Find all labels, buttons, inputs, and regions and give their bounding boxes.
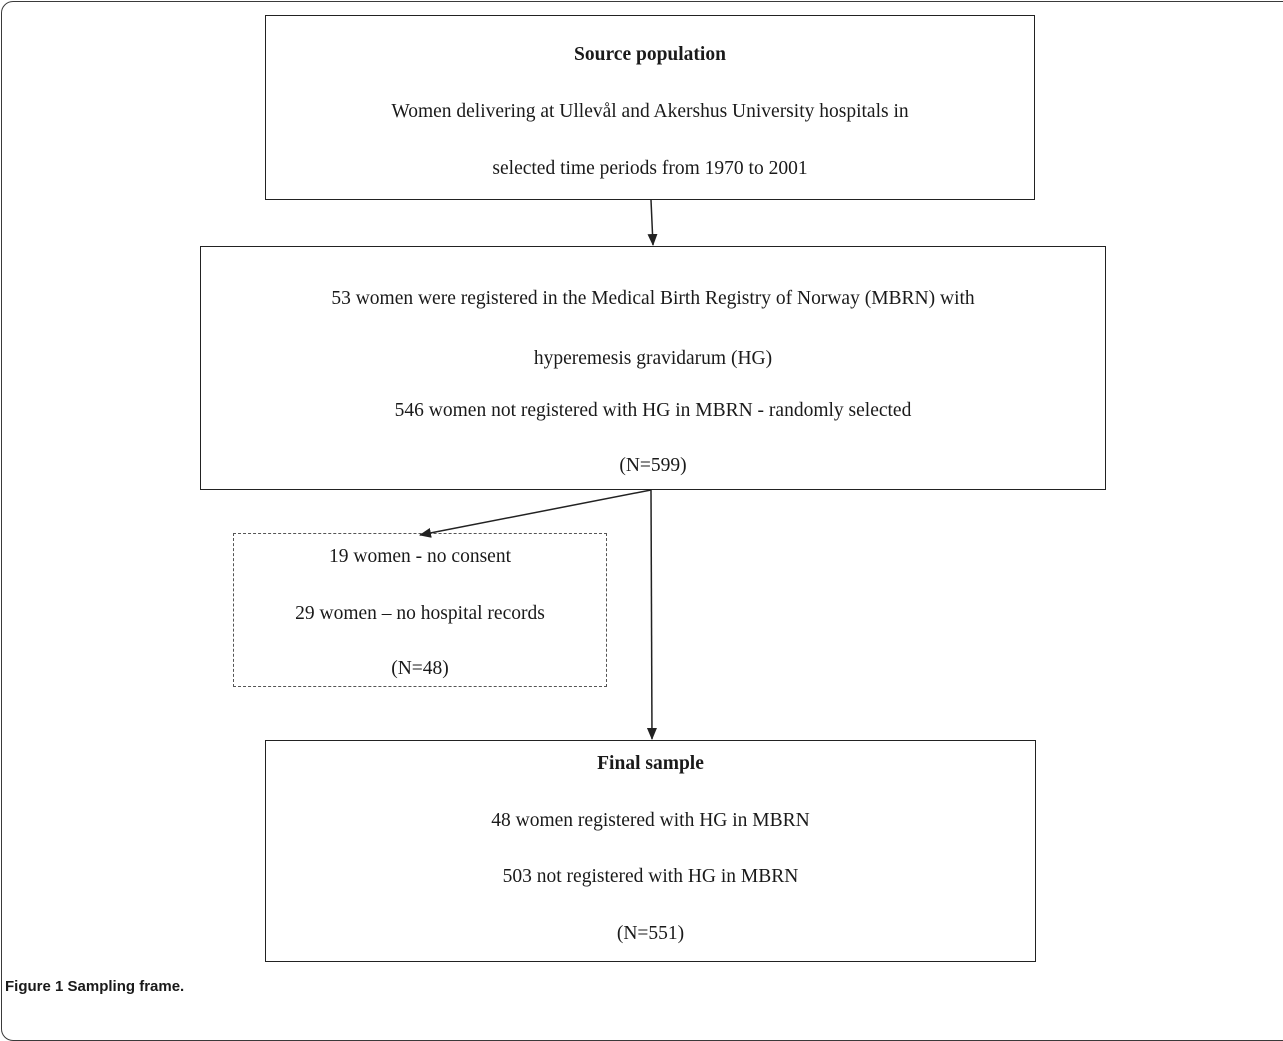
figure-caption-label: Figure 1 xyxy=(5,978,64,995)
registry-line-3: 546 women not registered with HG in MBRN… xyxy=(394,400,912,421)
final-sample-line-1: 48 women registered with HG in MBRN xyxy=(491,810,810,831)
source-population-line-2: selected time periods from 1970 to 2001 xyxy=(492,158,808,179)
registry-box: 53 women were registered in the Medical … xyxy=(200,246,1106,490)
figure-caption-text: Sampling frame. xyxy=(67,978,185,995)
source-population-line-1: Women delivering at Ullevål and Akershus… xyxy=(391,101,909,122)
figure-caption: Figure 1 Sampling frame. xyxy=(5,978,184,995)
flow-arrows xyxy=(419,199,658,740)
source-population-title: Source population xyxy=(574,44,726,65)
source-population-box: Source population Women delivering at Ul… xyxy=(265,15,1035,200)
excluded-line-2: 29 women – no hospital records xyxy=(295,603,545,624)
registry-line-2: hyperemesis gravidarum (HG) xyxy=(533,348,773,369)
arrow-registry-to-excluded xyxy=(419,489,652,538)
excluded-line-3: (N=48) xyxy=(391,658,449,679)
arrow-source-to-registry xyxy=(647,199,658,246)
final-sample-line-3: (N=551) xyxy=(616,923,685,944)
registry-line-1: 53 women were registered in the Medical … xyxy=(331,288,975,309)
final-sample-box: Final sample 48 women registered with HG… xyxy=(265,740,1036,962)
final-sample-line-2: 503 not registered with HG in MBRN xyxy=(502,866,799,887)
registry-line-4: (N=599) xyxy=(619,455,687,476)
excluded-line-1: 19 women - no consent xyxy=(329,546,511,567)
final-sample-title: Final sample xyxy=(597,753,704,774)
arrow-registry-to-final xyxy=(646,489,657,740)
